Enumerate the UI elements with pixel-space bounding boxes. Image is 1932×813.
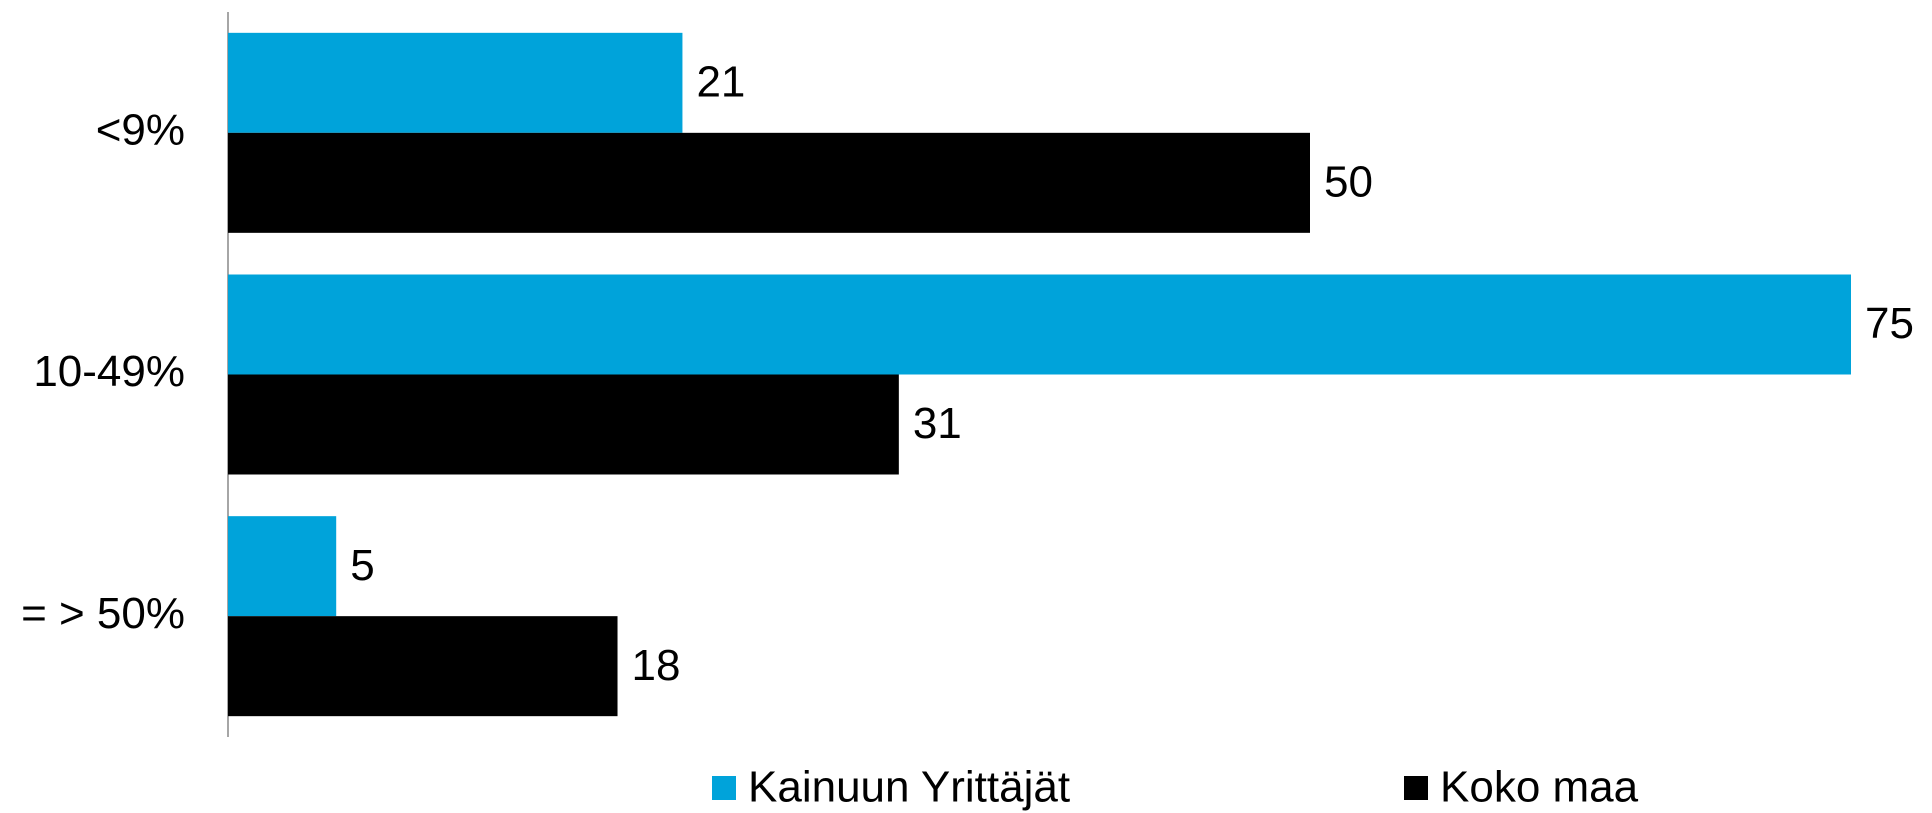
bar [228, 32, 683, 133]
legend-swatch [1404, 776, 1428, 800]
data-label: 31 [913, 399, 962, 448]
bar [228, 274, 1851, 375]
bar [228, 132, 1310, 233]
y-tick-label: 10-49% [33, 347, 185, 396]
bar [228, 374, 899, 475]
data-label: 18 [632, 641, 681, 690]
legend-swatch [712, 776, 736, 800]
data-label: 75 [1865, 299, 1914, 348]
y-tick-label: = > 50% [21, 589, 185, 638]
legend-label: Kainuun Yrittäjät [748, 763, 1070, 812]
y-tick-label: <9% [96, 105, 185, 154]
data-label: 5 [350, 541, 374, 590]
bar [228, 516, 337, 617]
data-label: 50 [1324, 157, 1373, 206]
bar [228, 616, 618, 717]
legend-label: Koko maa [1440, 763, 1639, 812]
data-label: 21 [696, 57, 745, 106]
